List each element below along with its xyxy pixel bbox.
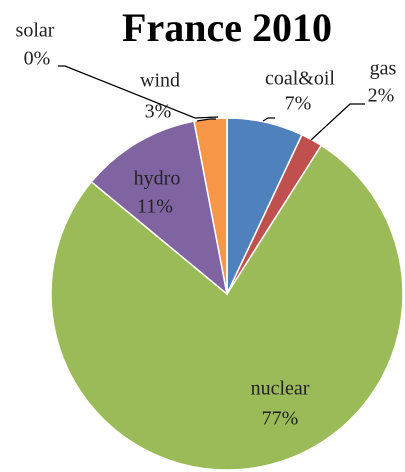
leader-line	[310, 103, 365, 141]
slice-label: nuclear	[251, 378, 310, 400]
slice-label: wind	[140, 70, 180, 92]
slice-value-label: 11%	[137, 196, 173, 218]
leader-line	[196, 118, 216, 122]
slice-value-label: 77%	[262, 408, 299, 430]
slice-value-label: 7%	[285, 93, 312, 115]
slice-label: hydro	[134, 168, 181, 190]
slice-label: gas	[370, 58, 397, 80]
slice-label: coal&oil	[265, 68, 335, 90]
leader-line	[58, 65, 219, 119]
slice-value-label: 2%	[368, 85, 395, 107]
slice-value-label: 0%	[24, 48, 51, 70]
pie-slice	[90, 120, 229, 296]
chart-title: France 2010	[122, 5, 332, 50]
pie-slice	[50, 144, 404, 471]
leader-line	[262, 117, 275, 122]
slice-label: solar	[16, 20, 55, 42]
